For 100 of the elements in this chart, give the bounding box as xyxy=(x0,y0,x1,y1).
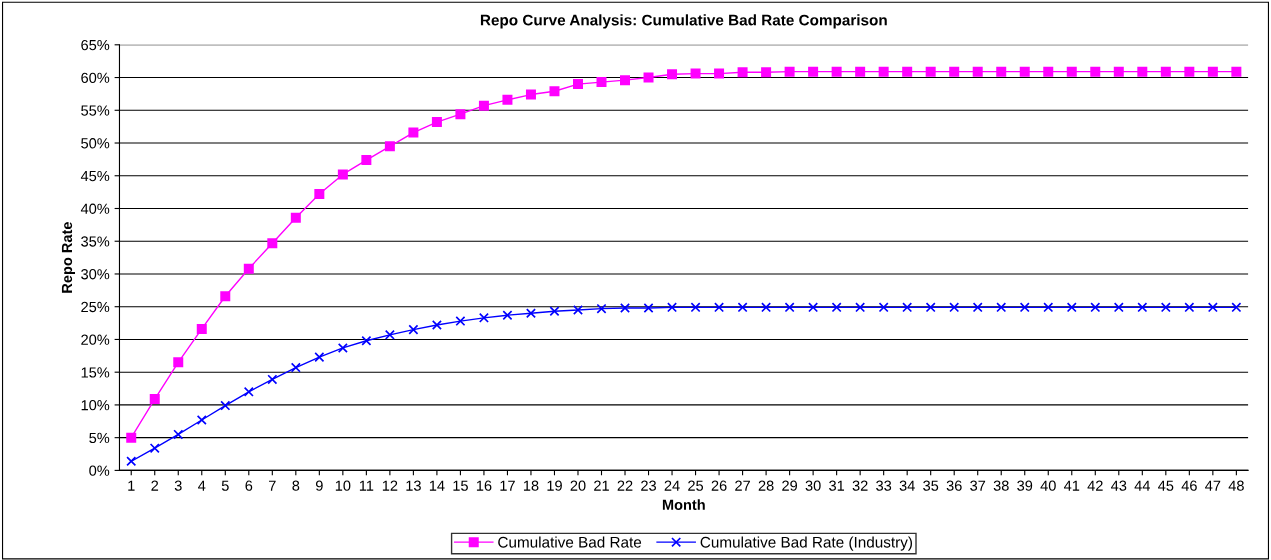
point xyxy=(996,302,1007,313)
point xyxy=(384,141,395,152)
point xyxy=(1113,302,1124,313)
x-tick-label: 40 xyxy=(1040,480,1056,491)
point xyxy=(431,320,442,331)
x-tick-label: 44 xyxy=(1134,480,1150,491)
point xyxy=(596,77,607,88)
x-tick-label: 34 xyxy=(899,480,915,491)
y-tick-label: 10% xyxy=(81,400,110,411)
point xyxy=(1137,66,1148,77)
point xyxy=(808,302,819,313)
x-tick-label: 20 xyxy=(570,480,586,491)
point xyxy=(1207,66,1218,77)
x-tick-label: 35 xyxy=(923,480,939,491)
point xyxy=(314,352,325,363)
point xyxy=(1066,66,1077,77)
y-tick-label: 25% xyxy=(81,301,110,313)
point xyxy=(831,302,842,313)
point xyxy=(878,302,889,313)
point xyxy=(925,66,936,77)
point xyxy=(290,212,301,223)
x-tick-label: 43 xyxy=(1111,480,1127,491)
point xyxy=(1019,66,1030,77)
point xyxy=(431,117,442,128)
point xyxy=(1113,66,1124,77)
x-tick-label: 3 xyxy=(174,480,182,491)
y-tick-label: 35% xyxy=(81,236,110,247)
x-tick-label: 22 xyxy=(617,480,633,491)
x-tick-label: 15 xyxy=(453,480,468,491)
point xyxy=(525,308,536,319)
x-tick-label: 16 xyxy=(476,480,492,491)
x-tick-label: 28 xyxy=(758,480,774,491)
point xyxy=(572,79,583,90)
x-tick-label: 46 xyxy=(1181,480,1197,491)
x-tick-label: 24 xyxy=(664,480,680,491)
point xyxy=(549,306,560,317)
x-tick-label: 48 xyxy=(1228,480,1244,491)
point xyxy=(196,414,207,425)
x-tick-label: 32 xyxy=(852,480,868,491)
y-axis-title: Repo Rate xyxy=(61,222,76,293)
point xyxy=(949,66,960,77)
point xyxy=(902,66,913,77)
x-tick-label: 17 xyxy=(500,480,515,491)
x-tick-label: 26 xyxy=(711,480,727,491)
point xyxy=(290,362,301,373)
point xyxy=(1231,66,1242,77)
point xyxy=(502,94,513,105)
point xyxy=(643,72,654,83)
y-tick-label: 45% xyxy=(80,170,110,182)
point xyxy=(1231,302,1242,313)
point xyxy=(314,189,325,200)
point xyxy=(173,429,184,440)
point xyxy=(267,238,278,249)
x-tick-label: 7 xyxy=(269,480,276,491)
x-tick-label: 41 xyxy=(1064,480,1080,491)
y-tick-label: 50% xyxy=(81,138,110,149)
y-tick-label: 20% xyxy=(81,334,110,345)
point xyxy=(267,374,278,385)
x-axis-title: Month xyxy=(662,499,705,510)
point xyxy=(1184,302,1195,313)
y-tick-label: 55% xyxy=(81,105,110,116)
point xyxy=(525,89,536,100)
point xyxy=(1043,302,1054,313)
point xyxy=(620,75,631,86)
point xyxy=(784,66,795,77)
point xyxy=(1043,66,1054,77)
x-tick-label: 5 xyxy=(221,480,229,491)
y-tick-label: 30% xyxy=(81,269,110,280)
x-tick-label: 31 xyxy=(829,480,845,491)
x-tick-label: 2 xyxy=(151,480,159,491)
point xyxy=(620,303,631,314)
point xyxy=(1090,66,1101,77)
x-tick-label: 11 xyxy=(359,480,374,491)
point xyxy=(502,310,513,321)
point xyxy=(855,302,866,313)
point xyxy=(243,263,254,274)
point xyxy=(972,66,983,77)
point xyxy=(737,67,748,78)
x-tick-label: 6 xyxy=(245,480,253,491)
point xyxy=(690,302,701,313)
point xyxy=(1207,302,1218,313)
y-tick-label: 5% xyxy=(89,432,110,444)
point xyxy=(925,302,936,313)
x-tick-label: 13 xyxy=(406,480,421,491)
point xyxy=(902,302,913,313)
point xyxy=(478,100,489,111)
point xyxy=(361,335,372,346)
x-tick-label: 42 xyxy=(1087,480,1103,491)
x-tick-label: 18 xyxy=(523,480,539,491)
point xyxy=(149,394,160,405)
point xyxy=(1160,66,1171,77)
point xyxy=(761,67,772,78)
x-tick-label: 25 xyxy=(688,480,704,491)
point xyxy=(1184,66,1195,77)
point xyxy=(1090,302,1101,313)
point xyxy=(855,66,866,77)
point xyxy=(878,66,889,77)
point xyxy=(220,400,231,411)
point xyxy=(667,69,678,80)
point xyxy=(714,68,725,79)
